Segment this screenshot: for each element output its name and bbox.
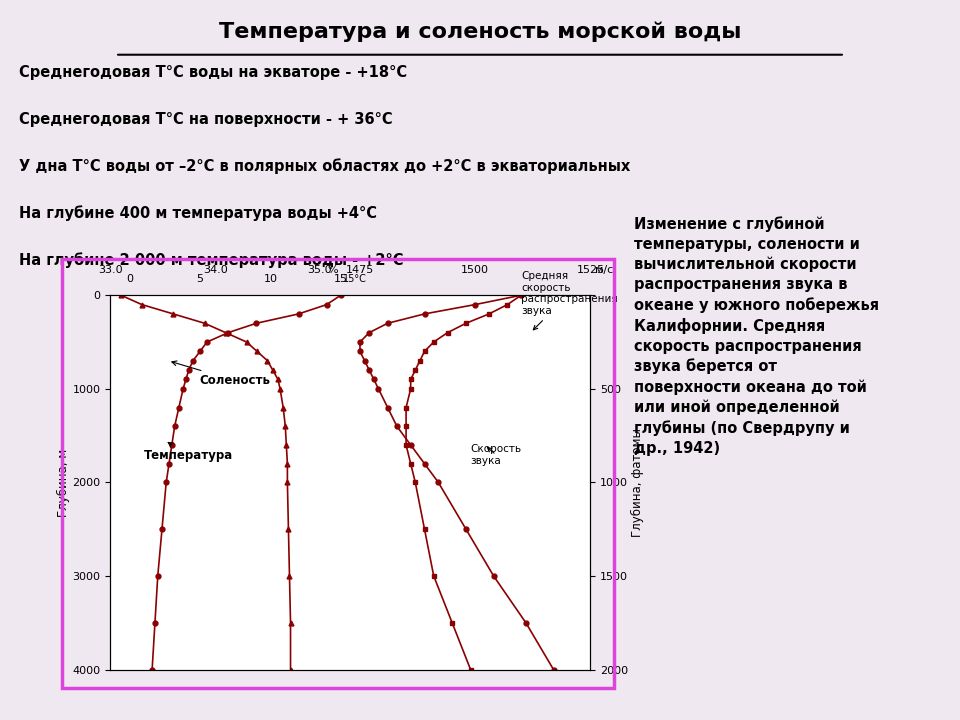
Text: %: % <box>327 265 338 274</box>
Text: Скорость
звука: Скорость звука <box>470 444 521 466</box>
Text: Среднегодовая Т°С воды на экваторе - +18°С: Среднегодовая Т°С воды на экваторе - +18… <box>19 65 407 80</box>
Text: На глубине 400 м температура воды +4°С: На глубине 400 м температура воды +4°С <box>19 205 377 221</box>
Text: 10: 10 <box>263 274 277 284</box>
Text: 1525: 1525 <box>576 265 605 274</box>
Text: Температура и соленость морской воды: Температура и соленость морской воды <box>219 22 741 42</box>
Text: 1475: 1475 <box>346 265 374 274</box>
Text: 5: 5 <box>197 274 204 284</box>
Text: Среднегодовая Т°С на поверхности - + 36°С: Среднегодовая Т°С на поверхности - + 36°… <box>19 112 393 127</box>
Text: 33.0: 33.0 <box>98 265 123 274</box>
Text: 34.0: 34.0 <box>203 265 228 274</box>
Text: Средняя
скорость
распространения
звука: Средняя скорость распространения звука <box>521 271 618 330</box>
Text: На глубине 2 000 м температура воды - +2°С: На глубине 2 000 м температура воды - +2… <box>19 252 404 268</box>
Text: Изменение с глубиной
температуры, солености и
вычислительной скорости
распростра: Изменение с глубиной температуры, солено… <box>634 216 878 456</box>
Y-axis label: Глубина, м: Глубина, м <box>57 449 70 516</box>
Text: У дна Т°С воды от –2°С в полярных областях до +2°С в экваториальных: У дна Т°С воды от –2°С в полярных област… <box>19 158 631 174</box>
Text: 15: 15 <box>334 274 348 284</box>
Y-axis label: Глубина, фатомы: Глубина, фатомы <box>631 428 644 537</box>
Text: м/с: м/с <box>595 265 613 274</box>
Text: Температура: Температура <box>144 443 233 462</box>
Text: Соленость: Соленость <box>172 361 271 387</box>
Text: 35.0: 35.0 <box>307 265 332 274</box>
Text: 0: 0 <box>126 274 133 284</box>
Text: 1500: 1500 <box>461 265 490 274</box>
Text: 15°C: 15°C <box>344 274 367 284</box>
